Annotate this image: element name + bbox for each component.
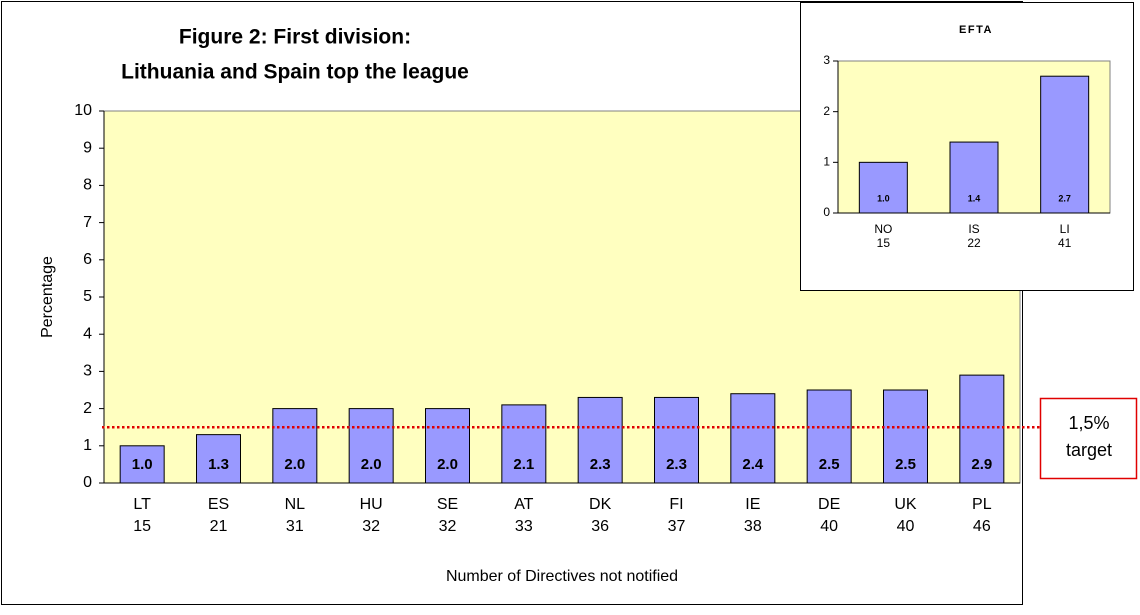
x-tick-count: 32 bbox=[362, 518, 380, 535]
x-tick-label: NO bbox=[874, 222, 892, 236]
bar bbox=[196, 434, 241, 484]
x-tick-count: 15 bbox=[133, 518, 151, 535]
x-tick-count: 40 bbox=[820, 518, 838, 535]
value-label: 2.3 bbox=[666, 456, 687, 473]
y-tick-label: 8 bbox=[83, 177, 92, 194]
x-tick-count: 46 bbox=[973, 518, 991, 535]
y-tick-label: 6 bbox=[83, 251, 92, 268]
bar bbox=[577, 396, 623, 484]
y-tick-label: 4 bbox=[83, 325, 92, 342]
bar bbox=[949, 141, 999, 214]
bar bbox=[119, 445, 165, 484]
x-tick-label: PL bbox=[972, 496, 992, 513]
bar bbox=[272, 408, 318, 484]
value-label: 1.0 bbox=[877, 193, 890, 203]
y-axis-label: Percentage bbox=[39, 256, 56, 338]
bar bbox=[858, 161, 908, 214]
x-tick-label: IE bbox=[745, 496, 760, 513]
x-tick-label: DE bbox=[818, 496, 840, 513]
chart-title: Figure 2: First division: bbox=[179, 26, 411, 49]
y-tick-label: 9 bbox=[83, 139, 92, 156]
y-tick-label: 2 bbox=[83, 400, 92, 417]
x-tick-label: IS bbox=[968, 222, 979, 236]
bar bbox=[654, 396, 699, 484]
x-tick-label: NL bbox=[285, 496, 306, 513]
value-label: 2.9 bbox=[971, 456, 992, 473]
value-label: 2.0 bbox=[284, 456, 305, 473]
x-tick-label: LI bbox=[1060, 222, 1070, 236]
target-label: 1,5% bbox=[1068, 413, 1109, 433]
value-label: 2.3 bbox=[590, 456, 611, 473]
x-tick-count: 22 bbox=[967, 236, 981, 250]
bar bbox=[501, 404, 547, 484]
x-tick-count: 37 bbox=[668, 518, 686, 535]
y-tick-label: 1 bbox=[83, 437, 92, 454]
value-label: 1.4 bbox=[968, 193, 981, 203]
target-label: target bbox=[1066, 440, 1112, 460]
chart-subtitle: Lithuania and Spain top the league bbox=[121, 61, 469, 84]
y-tick-label: 10 bbox=[74, 102, 92, 119]
x-tick-count: 15 bbox=[877, 236, 891, 250]
target-box bbox=[1039, 397, 1138, 480]
x-tick-label: LT bbox=[133, 496, 151, 513]
x-tick-count: 36 bbox=[591, 518, 609, 535]
x-tick-count: 33 bbox=[515, 518, 533, 535]
value-label: 1.3 bbox=[208, 456, 229, 473]
main-chart: 0123456789101.0LT151.3ES212.0NL312.0HU32… bbox=[74, 102, 1138, 535]
y-tick-label: 1 bbox=[823, 155, 830, 169]
x-tick-label: HU bbox=[360, 496, 383, 513]
y-tick-label: 0 bbox=[83, 474, 92, 491]
y-tick-label: 7 bbox=[83, 214, 92, 231]
y-tick-label: 2 bbox=[823, 104, 830, 118]
value-label: 2.0 bbox=[361, 456, 382, 473]
x-tick-label: UK bbox=[894, 496, 917, 513]
x-tick-count: 40 bbox=[897, 518, 915, 535]
x-tick-count: 31 bbox=[286, 518, 304, 535]
inset-title: EFTA bbox=[959, 24, 993, 36]
x-tick-label: AT bbox=[514, 496, 533, 513]
y-tick-label: 0 bbox=[823, 205, 830, 219]
y-tick-label: 3 bbox=[83, 363, 92, 380]
value-label: 2.7 bbox=[1058, 193, 1071, 203]
value-label: 2.5 bbox=[895, 456, 916, 473]
bar bbox=[348, 408, 394, 484]
value-label: 2.5 bbox=[819, 456, 840, 473]
x-tick-label: DK bbox=[589, 496, 612, 513]
x-tick-count: 41 bbox=[1058, 236, 1072, 250]
bar bbox=[806, 389, 852, 484]
value-label: 2.4 bbox=[742, 456, 764, 473]
x-tick-count: 38 bbox=[744, 518, 762, 535]
value-label: 2.1 bbox=[513, 456, 534, 473]
y-tick-label: 5 bbox=[83, 288, 92, 305]
x-tick-label: FI bbox=[669, 496, 683, 513]
x-axis-label: Number of Directives not notified bbox=[446, 568, 678, 585]
x-tick-label: SE bbox=[437, 496, 458, 513]
x-tick-count: 32 bbox=[439, 518, 457, 535]
value-label: 2.0 bbox=[437, 456, 458, 473]
x-tick-count: 21 bbox=[210, 518, 228, 535]
x-tick-label: ES bbox=[208, 496, 229, 513]
value-label: 1.0 bbox=[132, 456, 153, 473]
y-tick-label: 3 bbox=[823, 53, 830, 67]
bar bbox=[425, 408, 470, 484]
